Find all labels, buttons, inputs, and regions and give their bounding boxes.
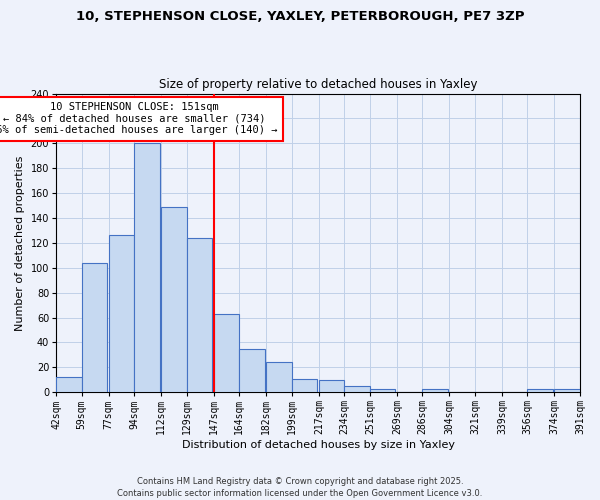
Bar <box>319 380 344 392</box>
Bar <box>266 362 292 392</box>
Bar <box>527 388 553 392</box>
Bar <box>422 388 448 392</box>
Bar <box>187 238 212 392</box>
Bar <box>161 207 187 392</box>
Bar <box>292 378 317 392</box>
X-axis label: Distribution of detached houses by size in Yaxley: Distribution of detached houses by size … <box>182 440 455 450</box>
Text: 10 STEPHENSON CLOSE: 151sqm
← 84% of detached houses are smaller (734)
16% of se: 10 STEPHENSON CLOSE: 151sqm ← 84% of det… <box>0 102 278 136</box>
Bar <box>370 388 395 392</box>
Bar <box>109 236 134 392</box>
Bar <box>134 144 160 392</box>
Bar <box>554 388 580 392</box>
Text: Contains HM Land Registry data © Crown copyright and database right 2025.
Contai: Contains HM Land Registry data © Crown c… <box>118 476 482 498</box>
Bar <box>214 314 239 392</box>
Title: Size of property relative to detached houses in Yaxley: Size of property relative to detached ho… <box>159 78 478 91</box>
Bar <box>56 378 82 392</box>
Y-axis label: Number of detached properties: Number of detached properties <box>15 155 25 330</box>
Bar <box>239 348 265 392</box>
Bar <box>82 263 107 392</box>
Text: 10, STEPHENSON CLOSE, YAXLEY, PETERBOROUGH, PE7 3ZP: 10, STEPHENSON CLOSE, YAXLEY, PETERBOROU… <box>76 10 524 23</box>
Bar <box>344 386 370 392</box>
